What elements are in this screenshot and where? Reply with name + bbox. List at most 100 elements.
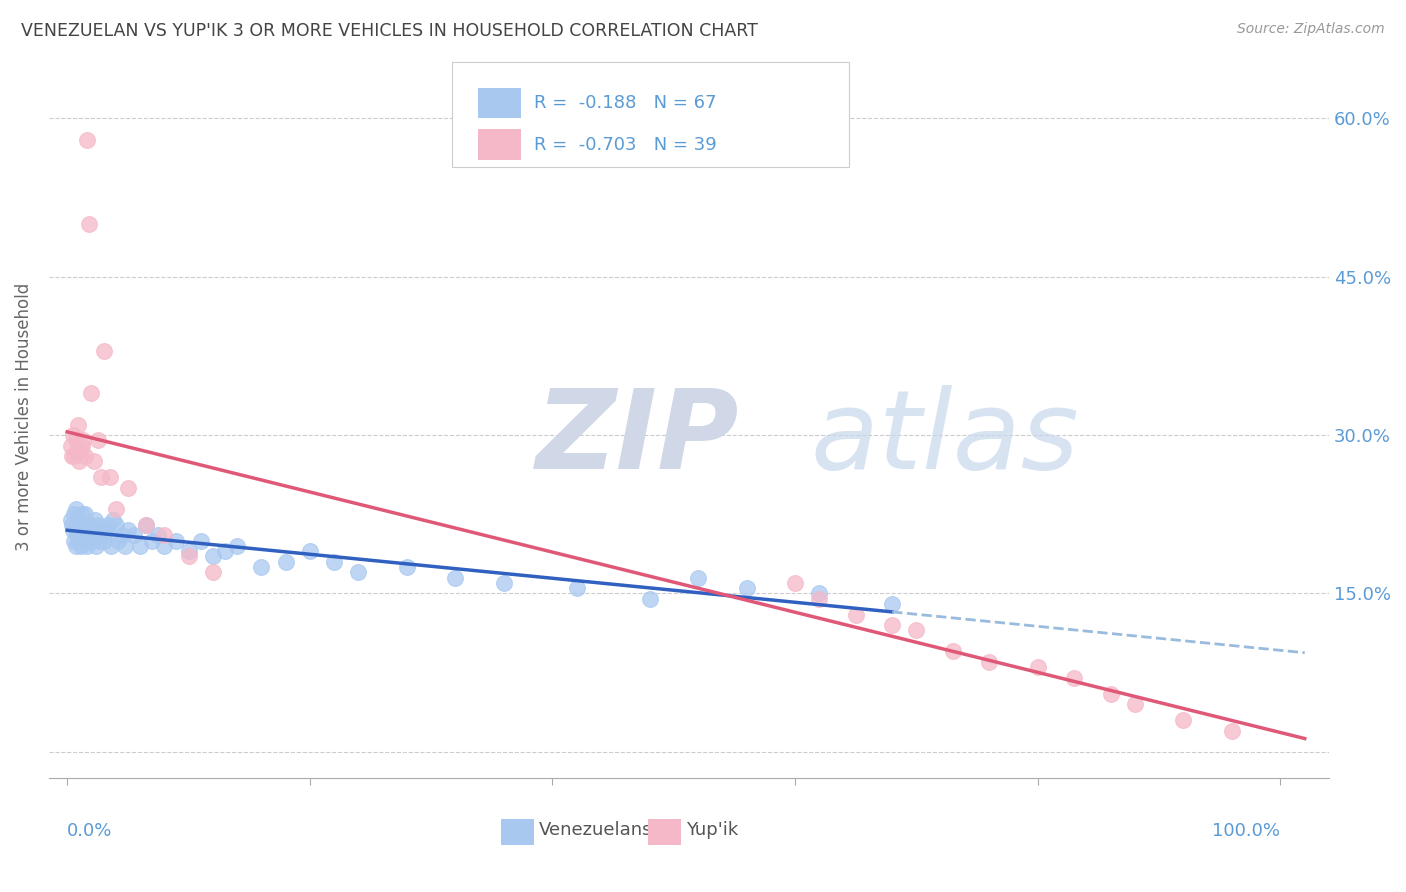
Point	[77, 217, 100, 231]
Point	[129, 539, 152, 553]
Point	[274, 555, 297, 569]
Point	[122, 528, 145, 542]
Point	[141, 533, 163, 548]
Point	[735, 581, 758, 595]
Point	[114, 539, 136, 553]
Point	[177, 544, 200, 558]
Text: 0.0%: 0.0%	[67, 822, 112, 839]
Point	[84, 512, 107, 526]
FancyBboxPatch shape	[478, 129, 522, 160]
Point	[65, 539, 87, 553]
Point	[98, 470, 121, 484]
Point	[153, 528, 176, 542]
Point	[67, 417, 90, 432]
Point	[72, 528, 94, 542]
Point	[94, 523, 117, 537]
Point	[565, 581, 588, 595]
Point	[60, 449, 83, 463]
Point	[67, 517, 90, 532]
Point	[69, 444, 91, 458]
Point	[1026, 660, 1049, 674]
Y-axis label: 3 or more Vehicles in Household: 3 or more Vehicles in Household	[15, 283, 32, 550]
Point	[63, 449, 86, 463]
Point	[87, 533, 110, 548]
Text: ZIP: ZIP	[536, 384, 740, 491]
Point	[65, 434, 87, 448]
Point	[298, 544, 321, 558]
Point	[688, 571, 710, 585]
Point	[201, 566, 224, 580]
Point	[77, 523, 100, 537]
Text: 100.0%: 100.0%	[1212, 822, 1281, 839]
Point	[107, 533, 129, 548]
Point	[75, 508, 97, 522]
Point	[80, 385, 103, 400]
Text: R =  -0.703   N = 39: R = -0.703 N = 39	[534, 136, 717, 153]
Point	[395, 560, 418, 574]
Point	[104, 502, 127, 516]
Point	[76, 132, 98, 146]
Point	[165, 533, 187, 548]
Point	[66, 528, 89, 542]
Point	[82, 523, 104, 537]
Point	[59, 439, 82, 453]
Point	[93, 533, 115, 548]
Point	[638, 591, 661, 606]
Text: R =  -0.188   N = 67: R = -0.188 N = 67	[534, 94, 717, 112]
Point	[67, 533, 90, 548]
Point	[70, 439, 93, 453]
Point	[86, 434, 108, 448]
Point	[492, 575, 515, 590]
Point	[100, 539, 122, 553]
Point	[845, 607, 868, 622]
Point	[90, 528, 112, 542]
FancyBboxPatch shape	[648, 819, 682, 845]
Point	[785, 575, 807, 590]
Point	[905, 624, 928, 638]
Point	[93, 343, 115, 358]
Point	[76, 533, 98, 548]
Point	[1099, 687, 1122, 701]
Text: atlas: atlas	[811, 384, 1080, 491]
Point	[83, 528, 105, 542]
Text: Venezuelans: Venezuelans	[540, 822, 652, 839]
FancyBboxPatch shape	[501, 819, 534, 845]
Point	[882, 597, 904, 611]
Point	[65, 502, 87, 516]
Point	[117, 523, 139, 537]
Point	[90, 470, 112, 484]
Point	[75, 449, 97, 463]
Point	[153, 539, 176, 553]
Point	[250, 560, 273, 574]
Point	[62, 523, 84, 537]
Point	[97, 517, 120, 532]
Point	[67, 454, 90, 468]
Point	[66, 512, 89, 526]
Point	[808, 586, 831, 600]
Point	[117, 481, 139, 495]
Text: Source: ZipAtlas.com: Source: ZipAtlas.com	[1237, 22, 1385, 37]
Point	[70, 508, 93, 522]
Point	[104, 517, 127, 532]
Point	[89, 523, 111, 537]
Point	[60, 517, 83, 532]
FancyBboxPatch shape	[453, 62, 849, 167]
Point	[103, 512, 125, 526]
Point	[59, 512, 82, 526]
Point	[347, 566, 370, 580]
Point	[67, 523, 90, 537]
Text: VENEZUELAN VS YUP'IK 3 OR MORE VEHICLES IN HOUSEHOLD CORRELATION CHART: VENEZUELAN VS YUP'IK 3 OR MORE VEHICLES …	[21, 22, 758, 40]
Point	[62, 428, 84, 442]
Point	[72, 517, 94, 532]
Point	[73, 523, 96, 537]
Point	[76, 539, 98, 553]
Point	[146, 528, 169, 542]
Point	[979, 655, 1001, 669]
FancyBboxPatch shape	[478, 87, 522, 119]
Point	[444, 571, 467, 585]
Point	[66, 444, 89, 458]
Point	[135, 517, 157, 532]
Point	[942, 644, 965, 658]
Text: Yup'ik: Yup'ik	[686, 822, 738, 839]
Point	[1173, 713, 1195, 727]
